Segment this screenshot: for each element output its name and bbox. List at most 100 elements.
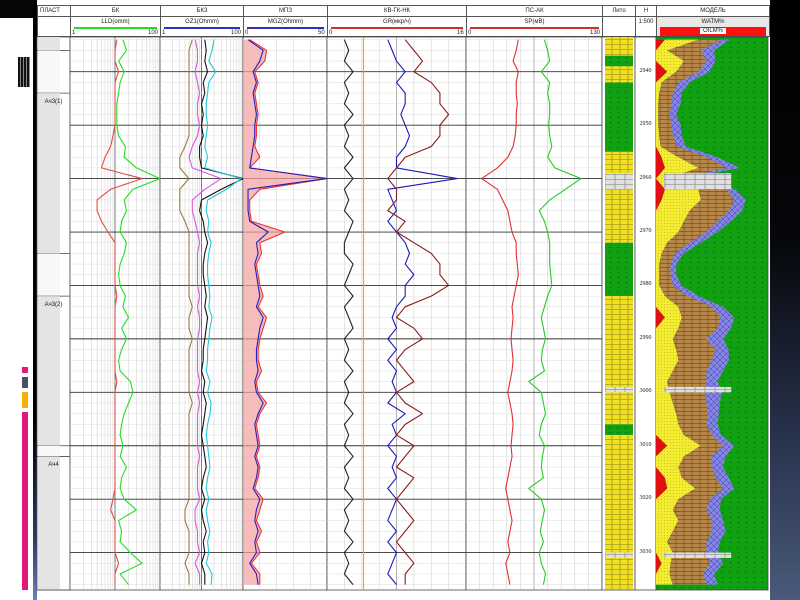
- depth-label: 2960: [639, 174, 652, 181]
- background-right: [770, 0, 800, 600]
- model-green-shale: [655, 36, 769, 591]
- curve-header-bk: LLD(omm): [70, 16, 161, 37]
- curve-caliper: [343, 39, 354, 586]
- curve-sp: [481, 39, 519, 585]
- lito-shale: [605, 242, 633, 297]
- lito-sand: [605, 66, 633, 83]
- depth-column: [634, 36, 657, 591]
- layer-cell: [38, 296, 60, 446]
- lito-sand: [605, 189, 633, 243]
- curve-header-kv: GR(мкр/ч): [327, 16, 467, 37]
- curve-header-bkz: GZ1(Ohmm): [160, 16, 244, 37]
- lito-limestone: [605, 552, 633, 558]
- curve-gz-magenta: [188, 39, 222, 585]
- track-bkz: [159, 36, 244, 591]
- curve-ak: [528, 39, 582, 585]
- curve-mgz-blue: [247, 39, 328, 585]
- scale-min-kv: 0: [329, 30, 333, 36]
- lito-shale: [605, 82, 633, 152]
- track-kv: [326, 36, 467, 591]
- lito-shale: [605, 55, 633, 67]
- depth-label: 2970: [639, 228, 652, 235]
- depth-label: 2950: [639, 121, 652, 128]
- deco-bar-pink-long: [22, 412, 28, 590]
- layer-cell: [38, 93, 60, 254]
- depth-scale: 1:500: [635, 16, 657, 37]
- lito-shale: [605, 424, 633, 436]
- curve-header-mpz: MGZ(Ohmm): [243, 16, 328, 37]
- plast-column: [36, 36, 71, 591]
- depth-label: 2990: [639, 334, 652, 341]
- lito-limestone: [605, 173, 633, 190]
- model-limestone: [664, 552, 732, 558]
- scale-min-bkz: 1: [162, 30, 166, 36]
- curve-mgz-red: [249, 39, 328, 585]
- scale-min-mpz: 0: [245, 30, 249, 36]
- depth-label: 3010: [639, 441, 652, 448]
- layer-cell: [38, 50, 60, 94]
- model-brown: [658, 39, 735, 585]
- model-header: WATM% OILM%: [656, 16, 770, 37]
- curve-legend-line-gr: [331, 27, 463, 29]
- deco-bar-pink: [22, 367, 28, 373]
- curve-name-lld: LLD(omm): [101, 19, 130, 25]
- curve-name-gz1: GZ1(Ohmm): [185, 19, 219, 25]
- layer-cell: [38, 37, 60, 51]
- curve-gz-cyan: [204, 39, 242, 585]
- model-yellow: [656, 39, 701, 585]
- scale-min-ps: 0: [468, 30, 472, 36]
- model-red: [656, 39, 668, 585]
- curve-gr: [387, 39, 450, 585]
- scale-max-bkz: 100: [231, 30, 242, 36]
- curve-nk: [387, 39, 458, 586]
- curve-bk-2: [96, 39, 143, 585]
- layer-cell: [38, 253, 60, 297]
- curve-legend-line-lld: [74, 27, 157, 29]
- layer-label: Ач3(2): [44, 302, 63, 309]
- scale-max-ps: 130: [590, 30, 601, 36]
- depth-label: 2940: [639, 67, 652, 74]
- lito-sand: [605, 37, 633, 56]
- lito-sand: [605, 296, 633, 387]
- deco-bar-grey: [22, 377, 28, 388]
- curve-legend-line-mgz: [247, 27, 324, 29]
- model-limestone: [664, 173, 732, 190]
- striped-decoration: [18, 57, 30, 87]
- depth-label: 3020: [639, 495, 652, 502]
- track-mpz: [242, 36, 328, 591]
- curve-gz-brown: [179, 39, 193, 585]
- curve-name-mgz: MGZ(Ohmm): [267, 19, 304, 25]
- lito-sand: [605, 557, 633, 590]
- lito-column: [601, 36, 636, 591]
- layer-cell: [38, 445, 60, 457]
- header-lito-blank: [602, 16, 636, 37]
- curve-header-ps: SP(мВ): [466, 16, 603, 37]
- curve-gz-black: [199, 39, 244, 585]
- scale-min-bk: 1: [72, 30, 76, 36]
- depth-label: 2980: [639, 281, 652, 288]
- curve-name-sp: SP(мВ): [524, 19, 545, 25]
- lito-limestone: [605, 386, 633, 393]
- layer-label: Ач3(1): [44, 99, 63, 106]
- slide-side-bar: [33, 0, 37, 600]
- lito-sand: [605, 151, 633, 174]
- layer-cell: [38, 456, 60, 590]
- scale-max-kv: 16: [457, 30, 464, 36]
- depth-label: 3000: [639, 388, 652, 395]
- curve-fill-mgz-red: [243, 39, 327, 585]
- lito-sand: [605, 435, 633, 553]
- layer-label: Ач4: [48, 462, 59, 469]
- curve-legend-line-gz1: [164, 27, 240, 29]
- model-water-label: WATM%: [701, 19, 725, 25]
- track-ps: [465, 36, 603, 591]
- model-limestone: [664, 386, 732, 393]
- depth-label: 3030: [639, 548, 652, 555]
- curve-legend-line-sp: [470, 27, 599, 29]
- model-oil-label: OILM%: [699, 28, 726, 34]
- scale-max-mpz: 50: [318, 30, 325, 36]
- lito-sand: [605, 392, 633, 425]
- track-bk: [69, 36, 161, 591]
- scale-max-bk: 100: [148, 30, 159, 36]
